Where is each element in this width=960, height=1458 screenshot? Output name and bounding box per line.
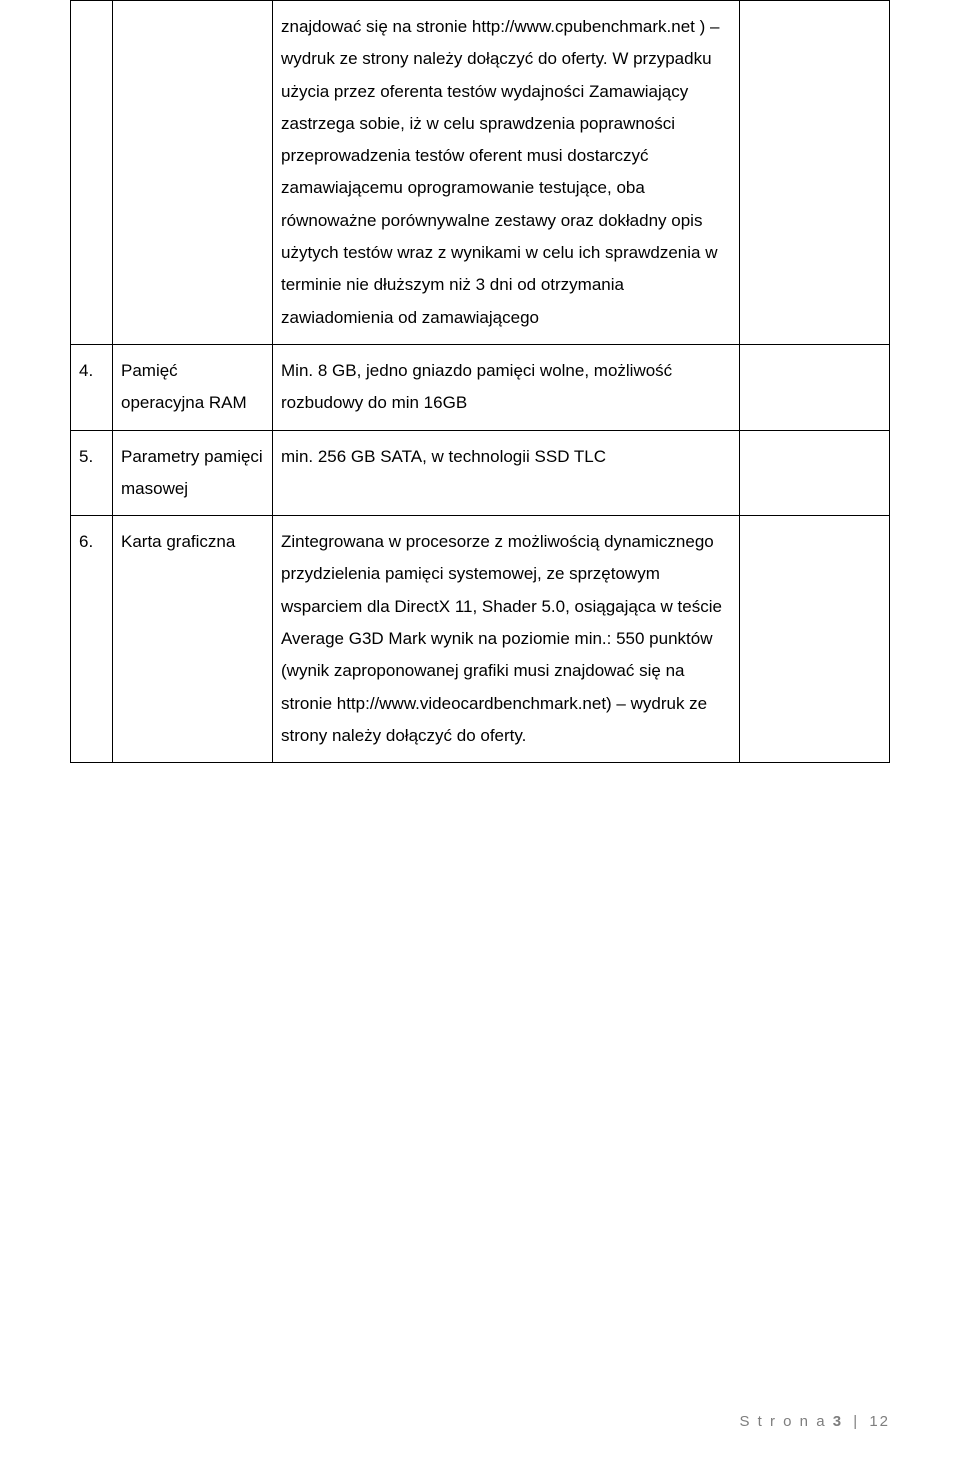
- table-row: 4. Pamięć operacyjna RAM Min. 8 GB, jedn…: [71, 344, 890, 430]
- table-row: 5. Parametry pamięci masowej min. 256 GB…: [71, 430, 890, 516]
- cell-desc: Zintegrowana w procesorze z możliwością …: [273, 516, 740, 763]
- cell-empty: [740, 516, 890, 763]
- cell-desc: Min. 8 GB, jedno gniazdo pamięci wolne, …: [273, 344, 740, 430]
- cell-desc: min. 256 GB SATA, w technologii SSD TLC: [273, 430, 740, 516]
- table-row: znajdować się na stronie http://www.cpub…: [71, 1, 890, 345]
- cell-num: 5.: [71, 430, 113, 516]
- page-footer: S t r o n a 3 | 12: [740, 1413, 891, 1430]
- cell-label: [113, 1, 273, 345]
- cell-desc: znajdować się na stronie http://www.cpub…: [273, 1, 740, 345]
- cell-empty: [740, 344, 890, 430]
- footer-separator: |: [849, 1413, 863, 1430]
- page: znajdować się na stronie http://www.cpub…: [0, 0, 960, 1458]
- cell-num: 4.: [71, 344, 113, 430]
- table-row: 6. Karta graficzna Zintegrowana w proces…: [71, 516, 890, 763]
- cell-empty: [740, 430, 890, 516]
- footer-total-pages: 12: [869, 1413, 890, 1430]
- cell-label: Pamięć operacyjna RAM: [113, 344, 273, 430]
- cell-label: Parametry pamięci masowej: [113, 430, 273, 516]
- cell-num: 6.: [71, 516, 113, 763]
- spec-table: znajdować się na stronie http://www.cpub…: [70, 0, 890, 763]
- cell-label: Karta graficzna: [113, 516, 273, 763]
- cell-num: [71, 1, 113, 345]
- footer-current-page: 3: [833, 1413, 843, 1430]
- cell-empty: [740, 1, 890, 345]
- footer-label: S t r o n a: [740, 1413, 827, 1430]
